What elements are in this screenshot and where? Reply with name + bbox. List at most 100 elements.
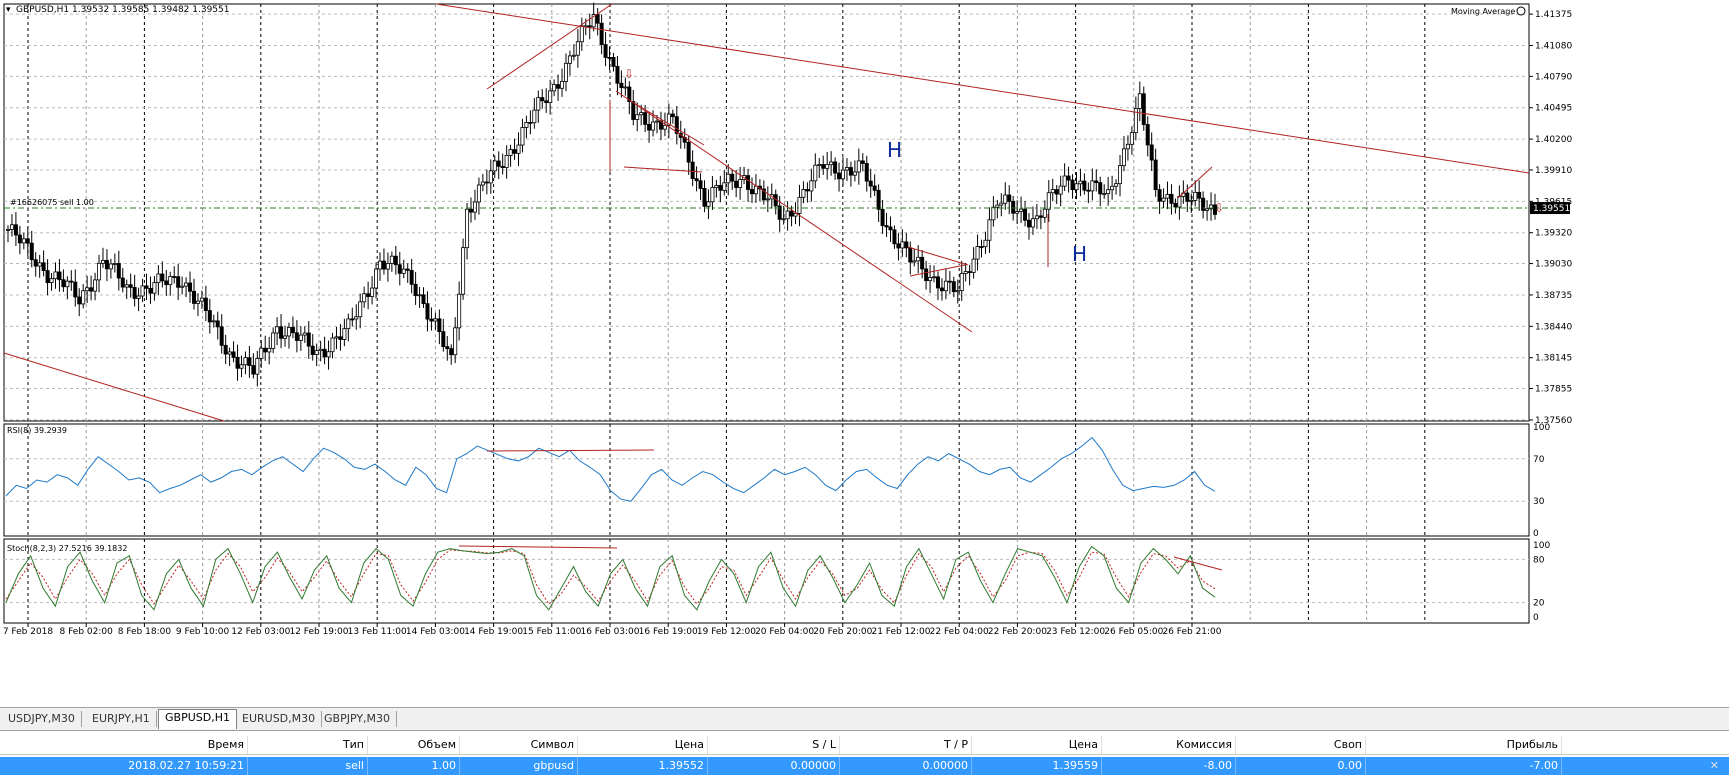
candle-body (366, 293, 371, 297)
candle-body (560, 81, 565, 89)
candle-body (599, 22, 604, 45)
tab-usdjpy-m30[interactable]: USDJPY,M30 (2, 711, 82, 727)
candle-body (93, 279, 98, 292)
candle-body (172, 276, 177, 278)
column-header[interactable]: S / L (708, 736, 840, 754)
y-tick-label: 1.39320 (1535, 229, 1572, 239)
candle-body (714, 185, 719, 188)
candle-body (176, 276, 181, 288)
candle-body (215, 320, 220, 328)
x-tick-label: 16 Feb 19:00 (639, 627, 698, 637)
pattern-label: H (1072, 242, 1087, 266)
candle-body (144, 285, 149, 289)
column-header[interactable]: Время (0, 736, 248, 754)
candle-body (1118, 165, 1123, 185)
candle-body (967, 271, 972, 273)
candle-body (354, 316, 359, 320)
y-tick-label: 1.38735 (1535, 291, 1572, 301)
y-tick-label: 1.37560 (1535, 416, 1572, 426)
candle-body (833, 161, 838, 174)
candle-body (29, 242, 34, 261)
tab-gbpjpy-m30[interactable]: GBPJPY,M30 (318, 711, 398, 727)
stoch-tick-label: 100 (1533, 541, 1550, 551)
rsi-label: RSI(8) 39.2939 (7, 426, 67, 435)
table-cell: sell (248, 757, 368, 775)
column-header[interactable]: Комиссия (1102, 736, 1236, 754)
column-header[interactable]: Объем (368, 736, 460, 754)
candle-body (809, 180, 814, 192)
candle-body (1090, 180, 1095, 192)
candle-body (647, 123, 652, 131)
x-tick-label: 19 Feb 12:00 (697, 627, 756, 637)
candle-body (686, 141, 691, 163)
candle-body (674, 116, 679, 134)
candle-body (1209, 204, 1214, 210)
candle-body (761, 188, 766, 201)
y-tick-label: 1.40495 (1535, 104, 1572, 114)
trendline (633, 102, 705, 146)
x-tick-label: 13 Feb 11:00 (348, 627, 407, 637)
candle-body (1062, 175, 1067, 187)
candle-body (635, 114, 640, 120)
candle-body (971, 258, 976, 273)
candle-body (393, 255, 398, 266)
candle-body (1165, 193, 1170, 199)
candle-body (896, 243, 901, 249)
candle-body (623, 86, 628, 89)
column-header[interactable]: Цена (972, 736, 1102, 754)
candle-body (979, 246, 984, 248)
sell-arrow-icon: ⇩ (624, 67, 634, 81)
candle-body (1193, 191, 1198, 201)
candle-body (231, 351, 236, 358)
candle-body (1007, 194, 1012, 202)
candle-body (37, 262, 42, 267)
candle-body (1011, 200, 1016, 214)
candle-body (385, 262, 390, 270)
close-order-icon[interactable]: ✕ (1709, 759, 1719, 772)
candle-body (1149, 144, 1154, 161)
trendline (907, 246, 969, 266)
candle-body (1133, 108, 1138, 134)
candle-body (603, 44, 608, 58)
candle-body (567, 55, 572, 64)
chart-area[interactable]: 7 Feb 2018 8 Feb 02:00 8 Feb 18:00 9 Feb 10… (0, 0, 1729, 707)
table-cell: 0.00000 (708, 757, 840, 775)
column-header[interactable]: T / P (840, 736, 972, 754)
candle-body (975, 246, 980, 260)
candle-body (1019, 208, 1024, 212)
tab-gbpusd-h1[interactable]: GBPUSD,H1 (158, 709, 237, 729)
column-header[interactable]: Символ (460, 736, 578, 754)
candle-body (65, 280, 70, 288)
chart-panel-3 (3, 538, 1530, 624)
trendline (1173, 556, 1223, 571)
column-header[interactable]: Тип (248, 736, 368, 754)
y-tick-label: 1.38440 (1535, 322, 1572, 332)
candle-body (508, 149, 513, 156)
x-tick-label: 21 Feb 12:00 (871, 627, 930, 637)
candle-body (1038, 215, 1043, 218)
table-cell: 0.00 (1236, 757, 1366, 775)
candle-body (631, 101, 636, 120)
column-header[interactable]: Своп (1236, 736, 1366, 754)
candle-body (128, 284, 133, 288)
trendline (623, 166, 703, 173)
column-header[interactable]: Цена (578, 736, 708, 754)
candle-body (825, 164, 830, 169)
candle-body (575, 41, 580, 56)
candle-body (160, 273, 165, 282)
candle-body (888, 226, 893, 231)
candle-body (294, 332, 299, 341)
candle-body (1050, 189, 1055, 194)
tab-eurjpy-h1[interactable]: EURJPY,H1 (86, 711, 157, 727)
table-cell: -7.00 (1366, 757, 1562, 775)
x-tick-label: 7 Feb 2018 (3, 627, 54, 637)
column-header[interactable]: Прибыль (1366, 736, 1562, 754)
stoch-main-line (5, 545, 1216, 611)
candle-body (880, 208, 885, 227)
table-cell: 2018.02.27 10:59:21 (0, 757, 248, 775)
candle-body (326, 351, 331, 358)
candle-body (813, 164, 818, 182)
tab-eurusd-m30[interactable]: EURUSD,M30 (236, 711, 323, 727)
candle-body (924, 268, 929, 282)
table-row[interactable]: -7.00 0.00 -8.00 1.39559 0.00000 0.00000 1.395… (0, 757, 1729, 775)
